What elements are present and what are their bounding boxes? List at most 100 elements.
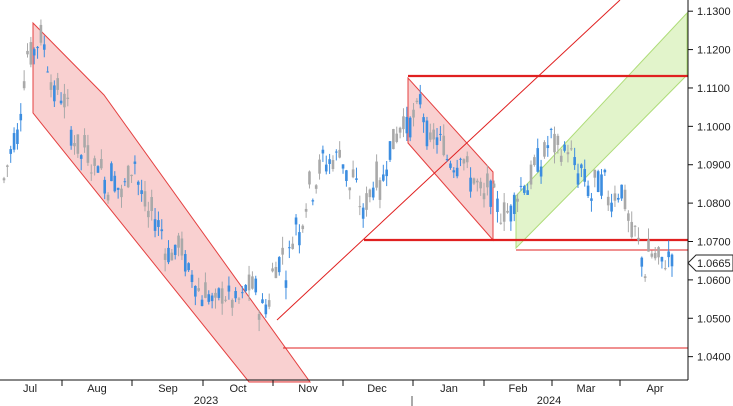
candle-body xyxy=(573,157,576,166)
candle-body xyxy=(136,181,140,185)
candle-body xyxy=(187,263,190,271)
candle-body xyxy=(321,149,325,154)
candle-body xyxy=(251,276,254,289)
candle-body xyxy=(425,120,429,147)
candle-body xyxy=(536,148,540,172)
candle-body xyxy=(647,239,650,252)
candle-body xyxy=(16,129,19,144)
candle-body xyxy=(318,159,321,174)
candle-body xyxy=(244,285,247,292)
candle-body xyxy=(405,116,409,134)
candle-body xyxy=(613,193,617,201)
candle-body xyxy=(210,295,214,302)
candle-body xyxy=(29,42,33,65)
year-label-2024: 2024 xyxy=(537,395,561,406)
candle-body xyxy=(130,174,133,177)
candle-body xyxy=(418,94,422,105)
candle-body xyxy=(385,169,388,177)
candle-body xyxy=(341,164,345,169)
last-price-badge: 1.0665 xyxy=(687,254,733,272)
candle-body xyxy=(580,164,583,169)
candle-body xyxy=(408,117,412,138)
x-tick-label: Aug xyxy=(87,383,107,395)
candle-body xyxy=(63,93,66,108)
candle-body xyxy=(284,280,288,288)
candle-body xyxy=(593,169,597,178)
candle-body xyxy=(452,170,456,173)
candle-body xyxy=(237,298,241,300)
candle-body xyxy=(368,189,372,198)
candle-body xyxy=(6,165,9,167)
candle-body xyxy=(600,174,603,196)
candlestick-series xyxy=(2,19,674,332)
y-tick-label: 1.0900 xyxy=(697,160,731,172)
candle-body xyxy=(435,137,439,146)
candle-body xyxy=(126,165,130,188)
candle-body xyxy=(627,213,630,221)
candle-body xyxy=(190,274,194,283)
candle-body xyxy=(596,171,600,193)
candle-body xyxy=(308,171,311,185)
candle-body xyxy=(140,190,143,195)
candle-body xyxy=(113,175,117,192)
candle-body xyxy=(271,268,274,272)
candle-body xyxy=(489,180,493,207)
candle-body xyxy=(160,229,164,232)
candle-body xyxy=(89,172,93,174)
candle-body xyxy=(83,135,86,148)
candle-body xyxy=(304,208,308,212)
candle-body xyxy=(53,85,56,102)
candle-body xyxy=(247,274,251,291)
candle-body xyxy=(183,254,187,272)
candle-body xyxy=(76,134,80,154)
candle-body xyxy=(395,133,399,142)
candle-body xyxy=(633,225,637,227)
candle-body xyxy=(345,170,348,181)
candle-body xyxy=(103,179,107,194)
candle-body xyxy=(46,71,49,73)
candle-body xyxy=(331,160,335,169)
candle-body xyxy=(277,257,281,273)
candle-body xyxy=(486,173,489,188)
x-tick-label: Jan xyxy=(440,383,458,395)
candle-body xyxy=(653,252,657,259)
candle-body xyxy=(553,133,556,153)
candle-body xyxy=(291,243,294,249)
candle-body xyxy=(86,145,90,163)
candle-body xyxy=(110,163,113,182)
candle-body xyxy=(465,156,469,163)
candle-body xyxy=(194,285,197,297)
candle-body xyxy=(429,132,432,140)
candle-body xyxy=(338,149,341,158)
candle-body xyxy=(224,299,227,301)
candle-body xyxy=(157,220,160,227)
candle-body xyxy=(200,299,204,307)
candle-body xyxy=(667,251,670,258)
candle-body xyxy=(294,217,298,225)
candle-body xyxy=(603,169,607,173)
candle-body xyxy=(402,116,405,130)
candle-body xyxy=(100,158,103,169)
candle-body xyxy=(620,184,623,199)
year-label-2023: 2023 xyxy=(194,395,218,406)
candle-body xyxy=(22,81,26,89)
candle-body xyxy=(120,188,123,198)
candle-body xyxy=(657,247,660,258)
x-tick-label: Oct xyxy=(229,383,246,395)
candle-body xyxy=(116,187,120,190)
candle-body xyxy=(516,198,519,202)
candle-body xyxy=(566,152,570,155)
candle-body xyxy=(133,161,137,164)
candle-body xyxy=(660,256,664,262)
candle-body xyxy=(590,198,593,201)
candle-body xyxy=(69,129,73,146)
candle-body xyxy=(93,158,96,166)
candle-body xyxy=(509,205,513,222)
y-tick-label: 1.0800 xyxy=(697,198,731,210)
candle-body xyxy=(415,100,419,103)
y-tick-label: 1.0500 xyxy=(697,313,731,325)
candle-body xyxy=(204,282,207,298)
candle-body xyxy=(630,221,634,238)
candle-body xyxy=(163,253,167,260)
candle-body xyxy=(616,197,620,200)
